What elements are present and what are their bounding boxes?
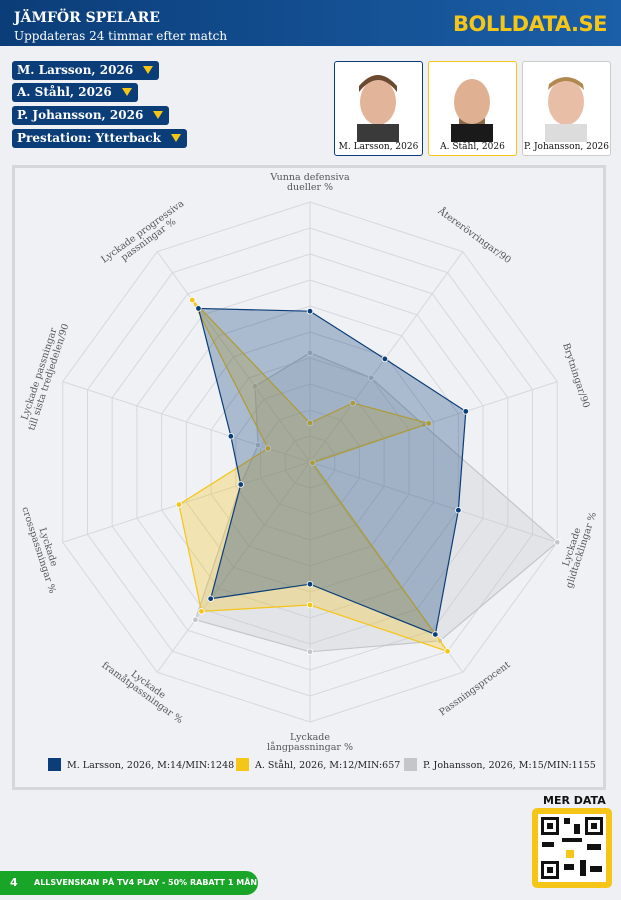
data-point	[254, 441, 262, 449]
player-card[interactable]: M. Larsson, 2026	[334, 61, 423, 156]
data-point	[309, 459, 316, 467]
player-name: M. Larsson, 2026	[338, 142, 419, 152]
subtitle: Uppdateras 24 timmar efter match	[14, 29, 228, 43]
axis-label-line: Lyckade progressiva	[99, 198, 186, 266]
data-point	[227, 433, 235, 440]
promo-banner[interactable]: 4 ALLSVENSKAN PÅ TV4 PLAY - 50% RABATT 1…	[0, 871, 258, 895]
data-point	[192, 616, 199, 623]
data-point	[455, 507, 462, 514]
data-point	[367, 374, 375, 382]
legend-label: A. Ståhl, 2026, M:12/MIN:657	[254, 759, 400, 771]
data-point	[207, 595, 214, 602]
select-label: Prestation: Ytterback	[17, 131, 161, 145]
axis-label-line: Brytningar/90	[560, 342, 591, 410]
player-photo	[451, 79, 493, 142]
player-name: P. Johansson, 2026	[523, 142, 610, 152]
logo[interactable]: BOLLDATA.SE	[453, 12, 607, 36]
axis-label-line: Passningsprocent	[437, 659, 512, 718]
player-select[interactable]: P. Johansson, 2026	[12, 106, 170, 125]
qr-pattern	[538, 814, 606, 882]
axis-label: Passningsprocent	[437, 659, 512, 718]
data-point	[264, 445, 272, 452]
legend-swatch	[404, 758, 417, 771]
series-area	[197, 307, 467, 636]
data-point	[195, 305, 202, 312]
qr-code[interactable]	[532, 808, 612, 888]
data-point	[189, 296, 196, 304]
data-point	[251, 383, 259, 390]
data-point	[306, 601, 314, 609]
data-point	[554, 539, 561, 546]
grid-spoke	[309, 381, 558, 463]
dropdown-arrow	[121, 88, 132, 96]
axis-label-line: Återerövringar/90	[435, 204, 514, 266]
chart-panel: Vunna defensiva dueller % Återerövringar/9…	[12, 165, 606, 790]
header: JÄMFÖR SPELARE Uppdateras 24 timmar efte…	[0, 0, 621, 46]
axis-label-line: Vunna defensiva	[269, 172, 350, 183]
select-label: M. Larsson, 2026	[17, 63, 134, 77]
axis-label-line: långpassningar %	[267, 741, 353, 753]
grid-spoke	[156, 461, 311, 673]
dropdown-arrow	[153, 111, 164, 119]
dropdown-arrow	[143, 66, 154, 74]
data-point	[306, 648, 314, 655]
legend-swatch	[48, 758, 61, 771]
legend-label: M. Larsson, 2026, M:14/MIN:1248	[67, 760, 234, 771]
player-select[interactable]: M. Larsson, 2026	[12, 61, 160, 80]
data-point	[432, 631, 439, 638]
data-point	[237, 481, 244, 488]
data-point	[175, 501, 183, 508]
legend-swatch	[236, 758, 249, 771]
data-point	[306, 419, 314, 427]
data-point	[381, 355, 389, 363]
axis-label-line: framåtpassningar %	[100, 659, 186, 726]
grid-spoke	[156, 251, 311, 463]
axis-label-line: dueller %	[287, 182, 333, 193]
grid-spoke	[62, 461, 311, 543]
legend-label: P. Johansson, 2026, M:15/MIN:1155	[423, 760, 596, 771]
axis-label: Återerövringar/90	[435, 204, 514, 266]
promo-text: ALLSVENSKAN PÅ TV4 PLAY - 50% RABATT 1 M…	[34, 878, 258, 887]
title: JÄMFÖR SPELARE	[14, 10, 160, 26]
data-point	[306, 581, 314, 588]
player-card[interactable]: A. Ståhl, 2026	[428, 61, 517, 156]
axis-label-line: Lyckade	[290, 732, 330, 743]
grid-spoke	[309, 461, 558, 543]
player-name: A. Ståhl, 2026	[440, 142, 505, 152]
data-point	[349, 399, 356, 407]
data-point	[198, 608, 205, 615]
data-point	[306, 349, 314, 356]
player-photo	[357, 75, 399, 142]
data-point	[462, 408, 469, 415]
data-point	[425, 420, 432, 427]
more-data-label: MER DATA	[543, 794, 606, 807]
select-label: P. Johansson, 2026	[17, 108, 144, 122]
data-point	[444, 648, 451, 655]
dropdown-arrow	[170, 134, 181, 142]
select-label: A. Ståhl, 2026	[17, 85, 112, 99]
axis-label: Brytningar/90	[560, 342, 591, 410]
player-photo	[545, 77, 587, 142]
player-select[interactable]: A. Ståhl, 2026	[12, 83, 138, 102]
performance-select[interactable]: Prestation: Ytterback	[12, 129, 187, 148]
player-card[interactable]: P. Johansson, 2026	[522, 61, 611, 156]
promo-badge: 4	[10, 876, 18, 889]
data-point	[306, 307, 314, 315]
